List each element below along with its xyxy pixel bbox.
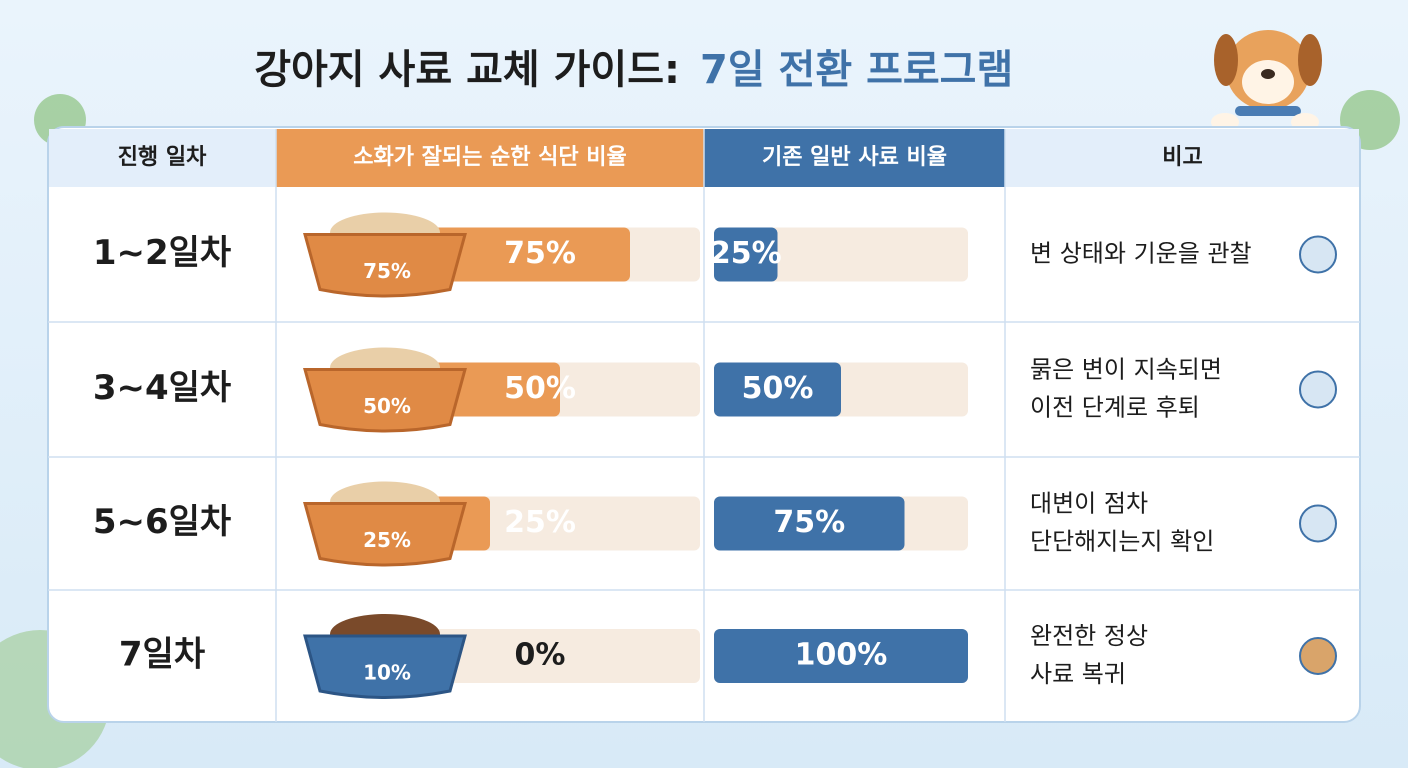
regular-label: 25% — [710, 236, 782, 271]
note-text: 완전한 정상 — [1030, 622, 1148, 650]
header-label: 비고 — [1162, 145, 1202, 170]
gentle-label: 0% — [515, 638, 566, 673]
note-icon — [1299, 235, 1337, 274]
gentle-bar — [420, 227, 630, 282]
header-cell — [1005, 129, 1359, 187]
regular-label: 75% — [773, 505, 845, 540]
note-icon — [1299, 637, 1337, 675]
header-label: 소화가 잘되는 순한 식단 비율 — [353, 145, 627, 170]
bowl — [303, 368, 467, 433]
title-highlight: 7일 전환 프로그램 — [700, 47, 1013, 93]
regular-bar — [714, 362, 841, 417]
header-cell — [276, 129, 704, 187]
regular-label: 100% — [795, 638, 888, 673]
bowl — [303, 233, 467, 298]
header-cell — [49, 129, 277, 187]
day-label: 7일차 — [119, 635, 205, 675]
dog-mascot — [1211, 30, 1322, 131]
gentle-track — [420, 629, 700, 683]
bowl — [303, 634, 467, 699]
day-label: 3~4일차 — [93, 368, 231, 408]
note-text: 대변이 점차 — [1030, 490, 1148, 518]
note-icon — [1299, 504, 1337, 543]
bowl-label: 50% — [363, 394, 411, 418]
day-label: 1~2일차 — [93, 233, 231, 273]
day-label: 5~6일차 — [93, 502, 231, 542]
note-text: 묽은 변이 지속되면 — [1030, 356, 1222, 384]
note-text: 이전 단계로 후퇴 — [1030, 394, 1200, 422]
bowl-label: 75% — [363, 259, 411, 283]
regular-bar — [714, 227, 778, 282]
header-label: 진행 일차 — [118, 145, 207, 170]
note-text: 변 상태와 기운을 관찰 — [1030, 240, 1252, 268]
note-text: 단단해지는지 확인 — [1030, 528, 1214, 556]
gentle-label: 50% — [504, 371, 576, 406]
gentle-label: 25% — [504, 505, 576, 540]
header-cell — [704, 129, 1005, 187]
title: 강아지 사료 교체 가이드: — [254, 47, 680, 93]
header-label: 기존 일반 사료 비율 — [762, 145, 947, 170]
regular-bar — [714, 629, 968, 683]
note-icon — [1299, 370, 1337, 409]
regular-label: 50% — [742, 371, 814, 406]
table: 진행 일차 소화가 잘되는 순한 식단 비율 기존 일반 사료 비율 비고 1~2일차 7… — [48, 129, 1360, 722]
bowl-label: 25% — [363, 528, 411, 552]
bowl — [303, 502, 467, 567]
regular-bar — [714, 496, 905, 551]
gentle-label: 75% — [504, 236, 576, 271]
note-text: 사료 복귀 — [1030, 660, 1126, 688]
bowl-label: 10% — [363, 661, 411, 685]
